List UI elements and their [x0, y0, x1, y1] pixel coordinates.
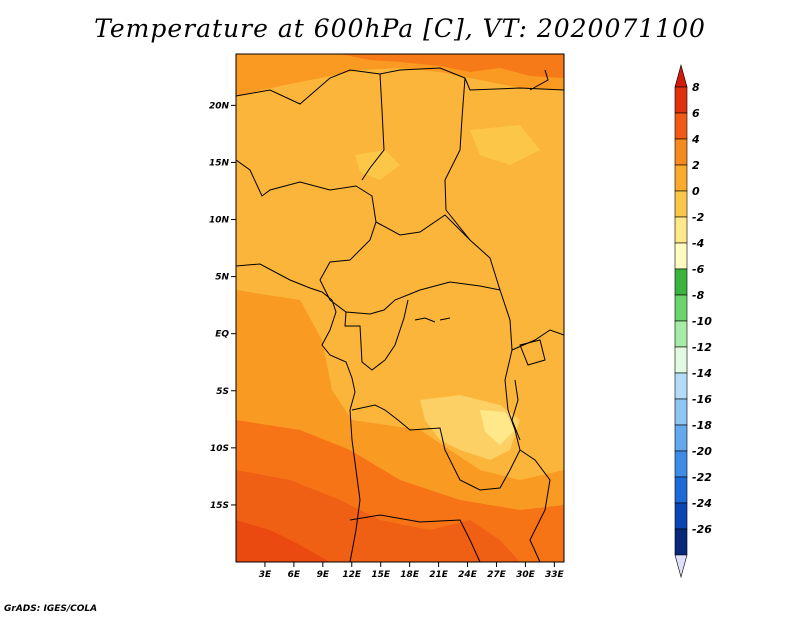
colorbar-swatch	[674, 450, 688, 478]
colorbar-swatch	[674, 294, 688, 322]
field-cool-patch-2	[480, 410, 515, 445]
border-chad-sudan	[444, 77, 501, 291]
colorbar-bottom-arrow	[674, 554, 688, 579]
colorbar-swatch	[674, 112, 688, 140]
colorbar-label: -6	[692, 263, 705, 276]
border-mozambique	[519, 449, 551, 562]
lon-tick-label: 33E	[545, 570, 565, 580]
lat-tick-label: 5N	[215, 273, 229, 283]
colorbar-swatch	[674, 502, 688, 530]
colorbar-swatch	[674, 528, 688, 556]
country-borders	[236, 67, 564, 562]
colorbar-top-arrow	[674, 63, 688, 88]
lon-tick-label: 9E	[317, 570, 330, 580]
colorbar-swatch	[674, 424, 688, 452]
colorbar-label: -16	[692, 393, 712, 406]
colorbar-label: -18	[692, 419, 712, 432]
lat-tick-label: 10S	[210, 444, 229, 454]
lon-tick-label: 15E	[371, 570, 391, 580]
colorbar-label: -2	[692, 211, 705, 224]
colorbar-swatch	[674, 476, 688, 504]
coast-gabon	[321, 299, 356, 393]
border-namibia	[349, 514, 481, 562]
chart-title: Temperature at 600hPa [C], VT: 202007110…	[94, 14, 706, 43]
lat-tick-label: 15S	[210, 501, 229, 511]
lon-tick-label: 27E	[487, 570, 507, 580]
colorbar-label: 2	[692, 159, 700, 172]
border-car-north	[375, 214, 471, 241]
colorbar-label: -26	[692, 523, 712, 536]
lon-tick-label: 21E	[429, 570, 449, 580]
colorbar-swatch	[674, 164, 688, 192]
colorbar-swatch	[674, 398, 688, 426]
colorbar-label: 6	[692, 107, 700, 120]
colorbar-label: -24	[692, 497, 712, 510]
colorbar-swatch	[674, 216, 688, 244]
lon-tick-label: 18E	[400, 570, 420, 580]
colorbar-swatch	[674, 86, 688, 114]
lon-tick-label: 12E	[342, 570, 362, 580]
colorbar-swatch	[674, 346, 688, 374]
colorbar-label: -22	[692, 471, 712, 484]
colorbar: 8 6 4 2 0 -2 -4 -6 -8 -10 -12 -14 -16 -18 -20 -22 -24 -26	[674, 63, 712, 579]
colorbar-label: -10	[692, 315, 712, 328]
border-niger-chad	[361, 73, 385, 181]
temperature-field	[236, 54, 564, 562]
coast-northeast	[529, 69, 549, 91]
grads-credit: GrADS: IGES/COLA	[4, 604, 98, 614]
colorbar-label: -12	[692, 341, 712, 354]
field-north-4-6	[340, 54, 564, 78]
colorbar-swatch	[674, 268, 688, 296]
coast-angola	[349, 391, 361, 562]
colorbar-label: 4	[691, 133, 700, 146]
lat-tick-label: 15N	[209, 158, 230, 168]
colorbar-swatch	[674, 190, 688, 218]
lake-tanganyika	[511, 379, 521, 441]
border-congo	[344, 299, 409, 371]
colorbar-swatch	[674, 242, 688, 270]
lat-tick-label: 20N	[209, 101, 230, 111]
colorbar-label: -14	[692, 367, 712, 380]
lon-tick-label: 30E	[516, 570, 536, 580]
border-car-south	[319, 279, 501, 315]
border-nigeria	[236, 159, 377, 281]
lat-tick-label: 5S	[216, 387, 229, 397]
field-cool-patch-3	[355, 150, 400, 180]
field-south-6-8	[236, 470, 520, 562]
border-north	[236, 67, 564, 105]
field-cool-patch-4	[470, 125, 540, 165]
lon-tick-label: 24E	[458, 570, 478, 580]
border-coast-guinea	[236, 263, 333, 301]
map-frame	[235, 53, 565, 563]
longitude-axis: 3E 6E 9E 12E 15E 18E 21E 24E 27E 30E 33E	[259, 562, 565, 580]
lon-tick-label: 6E	[288, 570, 301, 580]
lat-tick-label: 10N	[209, 216, 230, 226]
colorbar-swatch	[674, 138, 688, 166]
border-drc-angola-zambia	[351, 404, 521, 491]
border-uganda	[511, 329, 564, 351]
lat-tick-label: EQ	[215, 330, 229, 340]
river-congo	[414, 317, 451, 323]
colorbar-swatch	[674, 320, 688, 348]
colorbar-swatch	[674, 372, 688, 400]
latitude-axis: 20N 15N 10N 5N EQ 5S 10S 15S	[209, 101, 236, 511]
colorbar-label: -8	[692, 289, 705, 302]
lake-victoria	[519, 339, 546, 366]
colorbar-label: 8	[692, 81, 700, 94]
border-east-drc	[499, 289, 521, 451]
colorbar-label: -4	[692, 237, 704, 250]
field-southwest-8	[236, 520, 330, 562]
colorbar-label: 0	[692, 185, 700, 198]
colorbar-label: -20	[692, 445, 712, 458]
lon-tick-label: 3E	[259, 570, 272, 580]
